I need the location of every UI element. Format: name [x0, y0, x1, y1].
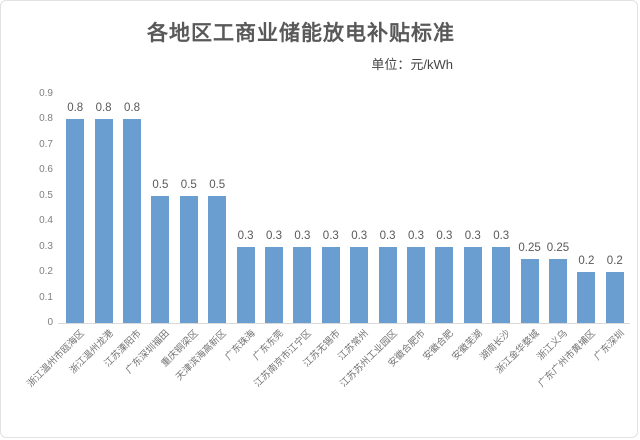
- bar: [179, 195, 198, 323]
- bar: [463, 246, 482, 323]
- bar-value-label: 0.3: [351, 229, 368, 242]
- bar: [378, 246, 397, 323]
- bar-value-label: 0.8: [124, 102, 140, 115]
- bar: [66, 119, 85, 323]
- x-axis-label: 天津滨海高新区: [174, 328, 229, 383]
- bar: [492, 246, 511, 323]
- y-axis-tick: 0.2: [39, 266, 53, 278]
- bar-value-label: 0.3: [266, 229, 282, 242]
- bar: [577, 272, 596, 323]
- bar: [293, 246, 312, 323]
- bar: [94, 119, 113, 323]
- bar-value-label: 0.8: [95, 102, 112, 115]
- bar: [236, 246, 255, 323]
- chart-title: 各地区工商业储能放电补贴标准: [147, 22, 455, 45]
- bar: [407, 246, 425, 323]
- y-axis-tick: 0.3: [39, 240, 53, 252]
- y-axis-tick: 0.6: [39, 164, 53, 176]
- bar-value-label: 0.5: [209, 178, 226, 191]
- bar: [151, 195, 170, 323]
- bar-value-label: 0.3: [408, 229, 424, 242]
- y-axis-tick: 0.7: [39, 138, 53, 150]
- x-axis-line: [58, 323, 630, 324]
- bar: [208, 195, 227, 323]
- y-axis-tick: 0: [47, 317, 53, 328]
- bar-value-label: 0.3: [237, 229, 254, 242]
- x-axis-label: 安徽芜湖: [449, 328, 485, 363]
- bar: [435, 246, 454, 323]
- bar: [123, 119, 141, 323]
- bar-value-label: 0.25: [518, 242, 541, 255]
- y-axis-tick: 0.9: [39, 88, 53, 100]
- bar-value-label: 0.3: [493, 229, 510, 242]
- bar: [265, 246, 283, 323]
- bar-value-label: 0.2: [578, 255, 595, 268]
- bar: [605, 272, 624, 323]
- bar-value-label: 0.25: [546, 242, 570, 255]
- bar-value-label: 0.5: [180, 178, 197, 191]
- y-axis-tick: 0.4: [39, 215, 53, 227]
- bar-value-label: 0.3: [294, 229, 311, 242]
- chart-unit-label: 单位：元/kWh: [371, 57, 453, 72]
- y-axis-tick: 0.8: [39, 113, 53, 125]
- bar: [321, 246, 340, 323]
- bar-value-label: 0.3: [379, 229, 396, 242]
- bar-value-label: 0.3: [436, 229, 453, 242]
- bar-value-label: 0.5: [152, 178, 169, 191]
- bar: [520, 259, 539, 323]
- y-axis-tick: 0.1: [39, 291, 53, 303]
- bar-value-label: 0.8: [67, 102, 84, 115]
- bar-value-label: 0.3: [322, 229, 339, 242]
- bar: [350, 246, 369, 323]
- bar-value-label: 0.3: [464, 229, 481, 242]
- x-axis-label: 广东珠海: [222, 328, 258, 363]
- y-axis-tick: 0.5: [39, 189, 53, 201]
- x-axis-label: 广东深圳: [591, 328, 627, 363]
- chart-header: 各地区工商业储能放电补贴标准 单位：元/kWh: [1, 17, 637, 74]
- bar: [549, 259, 567, 323]
- bar-value-label: 0.2: [606, 255, 623, 268]
